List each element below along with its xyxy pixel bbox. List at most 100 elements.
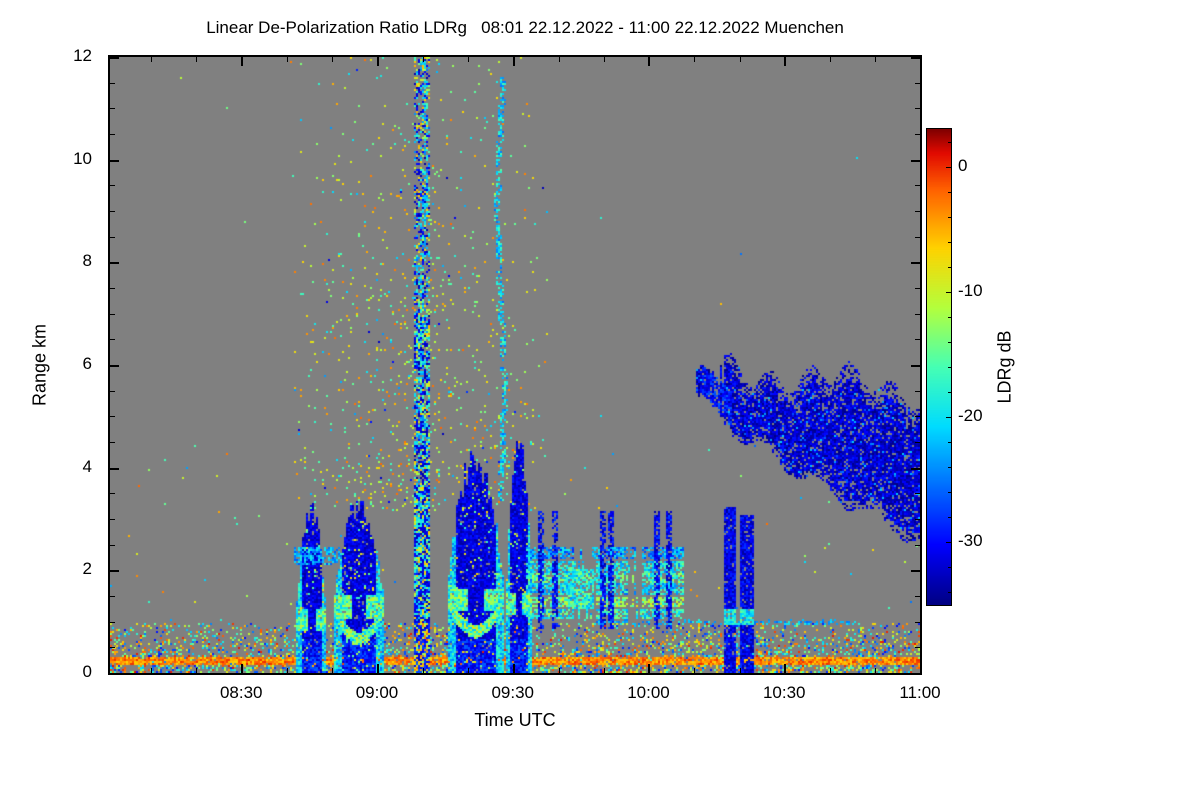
x-minor-tick-top — [468, 57, 469, 62]
x-major-tick — [648, 664, 650, 673]
x-minor-tick — [694, 668, 695, 673]
x-minor-tick — [151, 668, 152, 673]
x-minor-tick-top — [875, 57, 876, 62]
x-tick-label: 09:30 — [491, 683, 534, 702]
colorbar-major-tick — [946, 292, 951, 293]
y-minor-tick — [110, 545, 115, 546]
y-major-tick — [110, 673, 119, 675]
y-major-tick-right — [911, 160, 920, 162]
page-title: Linear De-Polarization Ratio LDRg 08:01 … — [206, 18, 844, 37]
colorbar-minor-tick — [948, 392, 951, 393]
x-tick-label: 10:00 — [627, 683, 670, 702]
y-tick-label: 0 — [82, 662, 92, 681]
y-major-tick — [110, 365, 119, 367]
colorbar-major-tick — [946, 417, 951, 418]
x-minor-tick — [559, 668, 560, 673]
y-minor-tick-right — [915, 442, 920, 443]
x-minor-tick — [196, 668, 197, 673]
y-minor-tick-right — [915, 391, 920, 392]
y-tick-label: 4 — [82, 456, 92, 476]
x-minor-tick-top — [151, 57, 152, 62]
y-major-tick-right — [911, 673, 920, 675]
x-tick-label: 08:30 — [219, 683, 263, 702]
heatmap-plot-area — [108, 55, 922, 675]
colorbar-minor-tick — [948, 267, 951, 268]
colorbar-minor-tick — [948, 492, 951, 493]
colorbar-title: LDRg dB — [994, 330, 1015, 404]
colorbar-minor-tick — [948, 192, 951, 193]
x-major-tick-top — [241, 57, 243, 66]
colorbar-minor-tick — [948, 442, 951, 443]
colorbar-tick-label: -20 — [958, 406, 983, 425]
x-minor-tick — [468, 668, 469, 673]
colorbar-minor-tick — [948, 467, 951, 468]
y-minor-tick — [110, 134, 115, 135]
x-minor-tick — [830, 668, 831, 673]
x-minor-tick — [740, 668, 741, 673]
y-minor-tick-right — [915, 519, 920, 520]
colorbar-tick-label: -10 — [958, 281, 983, 300]
x-major-tick — [784, 664, 786, 673]
x-minor-tick-top — [332, 57, 333, 62]
y-minor-tick — [110, 596, 115, 597]
y-minor-tick — [110, 339, 115, 340]
y-minor-tick-right — [915, 83, 920, 84]
y-minor-tick-right — [915, 596, 920, 597]
y-major-tick — [110, 570, 119, 572]
y-minor-tick-right — [915, 134, 920, 135]
x-tick-label: 11:00 — [899, 683, 941, 702]
y-major-tick — [110, 468, 119, 470]
x-major-tick-top — [648, 57, 650, 66]
x-major-tick — [241, 664, 243, 673]
x-minor-tick-top — [559, 57, 560, 62]
y-minor-tick-right — [915, 211, 920, 212]
x-tick-label: 10:30 — [762, 683, 806, 702]
y-minor-tick — [110, 493, 115, 494]
colorbar-gradient — [927, 129, 951, 605]
y-minor-tick — [110, 622, 115, 623]
colorbar-tick-label: -30 — [958, 531, 983, 550]
colorbar-minor-tick — [948, 142, 951, 143]
x-minor-tick-top — [740, 57, 741, 62]
y-minor-tick-right — [915, 416, 920, 417]
y-major-tick-right — [911, 468, 920, 470]
x-minor-tick-top — [604, 57, 605, 62]
y-major-tick — [110, 160, 119, 162]
colorbar-major-tick — [946, 167, 951, 168]
y-minor-tick — [110, 647, 115, 648]
y-major-tick-right — [911, 570, 920, 572]
colorbar-minor-tick — [948, 317, 951, 318]
y-axis-title: Range km — [29, 323, 50, 407]
colorbar-tick-label: 0 — [958, 156, 968, 175]
x-minor-tick — [287, 668, 288, 673]
y-minor-tick — [110, 83, 115, 84]
x-major-tick-top — [920, 57, 922, 66]
colorbar-minor-tick — [948, 342, 951, 343]
x-minor-tick — [604, 668, 605, 673]
y-minor-tick — [110, 237, 115, 238]
x-major-tick-top — [784, 57, 786, 66]
colorbar — [926, 128, 952, 606]
y-minor-tick-right — [915, 108, 920, 109]
heatmap-canvas — [110, 57, 920, 673]
y-tick-label: 12 — [73, 46, 92, 65]
colorbar-minor-tick — [948, 367, 951, 368]
y-major-tick-right — [911, 57, 920, 59]
x-minor-tick — [875, 668, 876, 673]
colorbar-minor-tick — [948, 567, 951, 568]
y-minor-tick-right — [915, 339, 920, 340]
x-tick-label: 09:00 — [355, 683, 399, 702]
y-tick-label: 10 — [73, 148, 92, 168]
x-minor-tick-top — [196, 57, 197, 62]
y-minor-tick — [110, 185, 115, 186]
colorbar-minor-tick — [948, 242, 951, 243]
y-minor-tick — [110, 519, 115, 520]
x-minor-tick-top — [830, 57, 831, 62]
y-minor-tick — [110, 211, 115, 212]
y-minor-tick-right — [915, 545, 920, 546]
colorbar-minor-tick — [948, 217, 951, 218]
y-minor-tick — [110, 314, 115, 315]
y-minor-tick-right — [915, 288, 920, 289]
y-major-tick — [110, 262, 119, 264]
x-minor-tick — [423, 668, 424, 673]
